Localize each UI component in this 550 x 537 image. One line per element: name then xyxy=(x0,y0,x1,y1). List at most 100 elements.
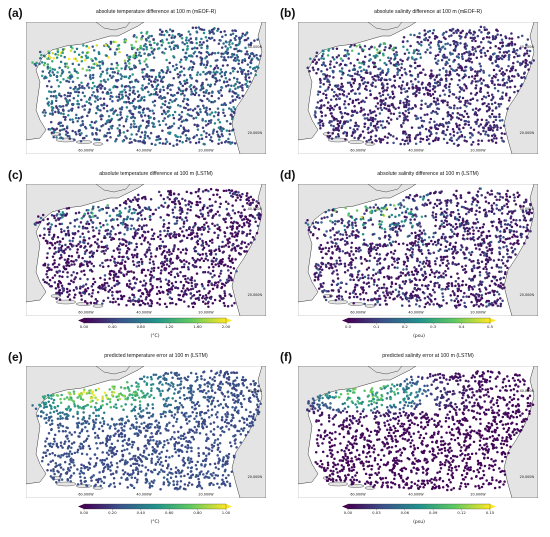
observation-point xyxy=(438,94,442,98)
observation-point xyxy=(158,90,162,93)
observation-point xyxy=(248,65,252,69)
observation-point xyxy=(34,64,38,67)
observation-point xyxy=(87,293,91,296)
observation-point xyxy=(108,214,112,218)
observation-point xyxy=(340,88,344,92)
observation-point xyxy=(88,237,91,240)
observation-point xyxy=(145,120,149,124)
observation-point xyxy=(226,64,229,67)
observation-point xyxy=(158,297,162,301)
observation-point xyxy=(166,105,169,109)
observation-point xyxy=(326,80,329,83)
observation-point xyxy=(132,227,136,230)
observation-point xyxy=(108,232,112,235)
observation-point xyxy=(210,53,213,56)
observation-point xyxy=(78,83,81,87)
observation-point xyxy=(435,131,438,135)
observation-point xyxy=(329,98,333,102)
observation-point xyxy=(152,122,155,126)
observation-point xyxy=(229,265,232,269)
observation-point xyxy=(392,135,395,138)
observation-point xyxy=(405,103,408,107)
land-north xyxy=(367,184,403,193)
observation-point xyxy=(170,297,174,301)
observation-point xyxy=(125,64,128,68)
observation-point xyxy=(478,29,481,32)
observation-point xyxy=(399,274,403,278)
observation-point xyxy=(92,277,95,281)
observation-point xyxy=(416,52,419,56)
observation-point xyxy=(483,26,486,29)
observation-point xyxy=(130,288,134,291)
observation-point xyxy=(411,244,415,247)
observation-point xyxy=(490,112,494,116)
observation-point xyxy=(497,57,501,61)
observation-point xyxy=(166,233,169,236)
observation-point xyxy=(178,202,181,205)
observation-point xyxy=(99,97,102,100)
observation-point xyxy=(243,208,246,211)
observation-point xyxy=(336,95,339,98)
observation-point xyxy=(405,101,408,104)
observation-point xyxy=(393,52,396,56)
observation-point xyxy=(91,76,95,80)
observation-point xyxy=(220,46,224,49)
observation-point xyxy=(168,198,171,201)
observation-point xyxy=(476,34,480,38)
observation-point xyxy=(58,92,61,96)
observation-point xyxy=(77,243,80,246)
observation-point xyxy=(86,51,89,54)
observation-point xyxy=(135,198,138,201)
observation-point xyxy=(72,244,75,247)
observation-point xyxy=(224,200,228,204)
observation-point xyxy=(59,281,63,285)
observation-point xyxy=(175,143,179,146)
observation-point xyxy=(159,230,162,233)
observation-point xyxy=(482,71,486,74)
observation-point xyxy=(441,45,445,48)
observation-point xyxy=(100,103,103,107)
observation-point xyxy=(200,59,203,62)
observation-point xyxy=(104,219,108,222)
observation-point xyxy=(341,73,344,76)
observation-point xyxy=(124,91,127,94)
observation-point xyxy=(470,61,474,64)
observation-point xyxy=(191,305,195,309)
observation-point xyxy=(236,70,240,73)
observation-point xyxy=(171,113,175,117)
observation-point xyxy=(348,292,352,295)
observation-point xyxy=(346,113,350,116)
observation-point xyxy=(193,249,197,253)
observation-point xyxy=(414,142,418,146)
observation-point xyxy=(178,298,181,302)
observation-point xyxy=(240,68,243,72)
observation-point xyxy=(319,79,322,82)
observation-point xyxy=(201,225,204,229)
observation-point xyxy=(229,101,232,105)
observation-point xyxy=(366,113,370,116)
observation-point xyxy=(416,75,420,78)
observation-point xyxy=(61,128,64,132)
observation-point xyxy=(155,138,158,142)
observation-point xyxy=(436,127,440,131)
observation-point xyxy=(54,99,58,102)
observation-point xyxy=(183,97,186,101)
observation-point xyxy=(486,85,490,88)
observation-point xyxy=(159,216,162,219)
observation-point xyxy=(81,122,85,126)
observation-point xyxy=(435,75,438,79)
observation-point xyxy=(100,240,103,244)
observation-point xyxy=(102,79,106,82)
observation-point xyxy=(116,127,119,130)
observation-point xyxy=(433,57,437,60)
observation-point xyxy=(183,82,187,85)
observation-point xyxy=(341,250,345,253)
observation-point xyxy=(185,41,189,45)
observation-point xyxy=(245,250,249,253)
observation-point xyxy=(80,60,84,63)
observation-point xyxy=(397,85,401,88)
observation-point xyxy=(91,133,94,136)
observation-point xyxy=(395,117,399,121)
panel-d: (d) absolute salinity difference at 100 … xyxy=(280,168,542,340)
observation-point xyxy=(475,91,479,95)
